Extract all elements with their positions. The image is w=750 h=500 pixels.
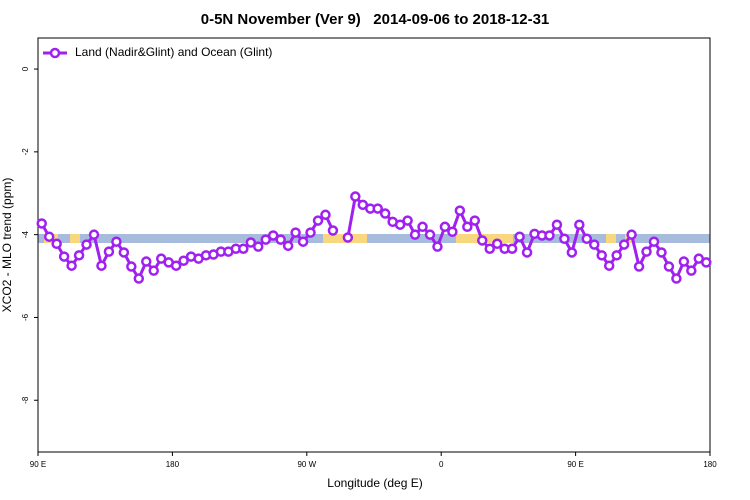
data-point bbox=[350, 191, 361, 202]
data-point bbox=[656, 247, 667, 258]
data-point bbox=[596, 250, 607, 261]
data-point bbox=[394, 219, 406, 230]
data-point bbox=[379, 208, 391, 219]
data-point bbox=[58, 251, 70, 262]
data-point bbox=[566, 247, 578, 258]
data-point bbox=[626, 229, 637, 240]
data-point bbox=[111, 236, 122, 247]
data-point bbox=[88, 229, 100, 240]
x-tick-label: 90 E bbox=[30, 460, 46, 469]
y-tick-label: -8 bbox=[21, 396, 30, 404]
y-tick-label: 0 bbox=[21, 66, 30, 71]
data-point bbox=[245, 237, 257, 248]
data-point bbox=[312, 215, 324, 226]
data-point bbox=[603, 260, 615, 271]
data-point bbox=[589, 239, 600, 250]
data-point bbox=[439, 221, 451, 233]
data-point bbox=[514, 231, 525, 242]
data-point bbox=[491, 238, 503, 250]
data-point bbox=[484, 243, 495, 254]
data-point bbox=[118, 247, 130, 258]
surface-band bbox=[38, 234, 710, 243]
data-point bbox=[320, 209, 331, 221]
data-point bbox=[170, 260, 182, 271]
data-point bbox=[686, 265, 697, 276]
y-tick-label: -6 bbox=[21, 313, 30, 321]
data-point bbox=[126, 261, 137, 272]
data-point bbox=[574, 219, 585, 230]
x-tick-label: 90 E bbox=[567, 460, 583, 469]
data-point bbox=[544, 230, 555, 241]
data-point bbox=[238, 243, 249, 254]
data-point bbox=[648, 236, 660, 247]
data-point bbox=[678, 256, 690, 267]
x-tick-label: 90 W bbox=[297, 460, 316, 469]
data-point bbox=[521, 247, 533, 258]
data-point bbox=[409, 229, 421, 240]
data-point bbox=[342, 232, 354, 243]
x-tick-label: 180 bbox=[703, 460, 717, 469]
data-point bbox=[477, 235, 488, 246]
data-point bbox=[148, 265, 159, 276]
y-tick-label: -2 bbox=[21, 148, 30, 156]
y-tick-label: -4 bbox=[21, 231, 30, 239]
data-point bbox=[73, 250, 85, 261]
chart-title: 0-5N November (Ver 9) 2014-09-06 to 2018… bbox=[201, 11, 550, 28]
data-point bbox=[43, 231, 55, 242]
data-point bbox=[506, 243, 518, 254]
band-land bbox=[606, 234, 616, 243]
data-point bbox=[51, 238, 62, 250]
legend-label: Land (Nadir&Glint) and Ocean (Glint) bbox=[75, 45, 272, 59]
data-point bbox=[96, 260, 107, 271]
data-point bbox=[701, 257, 712, 268]
x-axis-label: Longitude (deg E) bbox=[327, 476, 422, 490]
data-point bbox=[671, 273, 682, 284]
data-point bbox=[454, 205, 466, 216]
data-point bbox=[663, 261, 675, 272]
data-point bbox=[469, 215, 481, 226]
data-point bbox=[36, 218, 47, 229]
data-point bbox=[432, 241, 443, 252]
data-point bbox=[633, 261, 645, 272]
data-point bbox=[372, 203, 383, 214]
data-point bbox=[402, 215, 413, 226]
data-point bbox=[290, 227, 301, 238]
data-point bbox=[282, 240, 294, 252]
legend-marker bbox=[49, 47, 61, 59]
band-ocean bbox=[38, 234, 710, 243]
data-point bbox=[611, 250, 622, 261]
data-point bbox=[81, 239, 92, 250]
data-point bbox=[424, 229, 436, 240]
data-point bbox=[417, 221, 428, 233]
band-land bbox=[70, 234, 80, 243]
data-point bbox=[581, 233, 593, 245]
data-point bbox=[447, 226, 458, 238]
data-point bbox=[267, 230, 279, 241]
plot-frame bbox=[37, 37, 711, 453]
data-point bbox=[641, 246, 652, 257]
data-point bbox=[133, 273, 145, 284]
data-point bbox=[551, 219, 563, 230]
x-tick-label: 180 bbox=[166, 460, 180, 469]
data-point bbox=[462, 221, 473, 233]
data-point bbox=[559, 233, 570, 245]
data-point bbox=[253, 241, 264, 252]
data-point bbox=[297, 236, 309, 247]
data-point bbox=[305, 227, 316, 238]
data-point bbox=[327, 225, 339, 236]
data-point bbox=[260, 234, 271, 245]
data-point bbox=[618, 239, 630, 250]
data-point bbox=[275, 234, 286, 245]
data-point bbox=[141, 256, 152, 267]
y-axis-label: XCO2 - MLO trend (ppm) bbox=[0, 178, 14, 313]
data-point bbox=[178, 255, 189, 266]
data-point bbox=[103, 246, 115, 257]
x-tick-label: 0 bbox=[439, 460, 444, 469]
data-point bbox=[66, 260, 77, 271]
